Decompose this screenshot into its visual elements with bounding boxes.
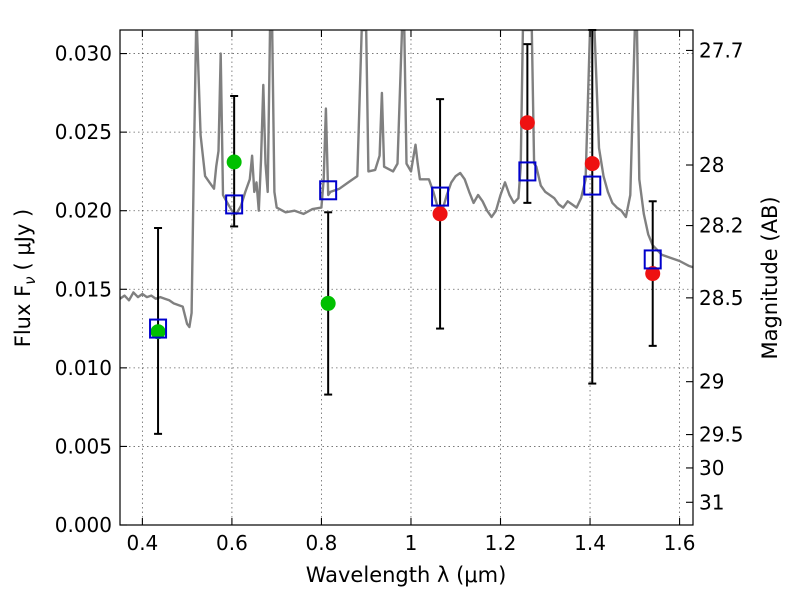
red-data-point [432, 206, 448, 222]
y-tick-label: 0.030 [55, 42, 112, 66]
model-square-point [149, 318, 168, 339]
x-tick-label: 0.4 [126, 531, 158, 555]
y-tick-label: 0.010 [55, 356, 112, 380]
x-tick-label: 1.4 [574, 531, 606, 555]
x-tick-label: 0.8 [306, 531, 338, 555]
y2-tick-label: 27.7 [699, 38, 744, 62]
y-tick-label: 0.000 [55, 513, 112, 537]
model-square-point [583, 175, 602, 196]
model-square-point [225, 194, 244, 215]
y-axis-title-sub: ν [21, 276, 39, 284]
model-square-point [643, 249, 662, 270]
red-data-point [584, 156, 600, 172]
y-tick-label: 0.020 [55, 199, 112, 223]
model-square-point [319, 180, 338, 201]
y2-tick-label: 28.2 [699, 214, 744, 238]
model-square-point [431, 186, 450, 207]
y2-tick-label: 29 [699, 370, 724, 394]
y-axis-title-unit: ( μJy ) [11, 209, 35, 271]
y2-tick-label: 28 [699, 153, 724, 177]
y2-tick-label: 30 [699, 456, 724, 480]
plot-frame [119, 29, 694, 526]
green-data-point [320, 295, 336, 311]
model-square-point [518, 161, 537, 182]
y-axis-title: Flux Fν ( μJy ) [11, 209, 39, 348]
y-tick-label: 0.025 [55, 120, 112, 144]
y-axis-title-main: Flux F [11, 285, 35, 347]
model-spectrum-line [120, 30, 693, 329]
y-tick-label: 0.005 [55, 434, 112, 458]
x-tick-label: 0.6 [216, 531, 248, 555]
plot-area [120, 29, 693, 435]
red-data-point [645, 266, 661, 282]
green-data-point [226, 154, 242, 170]
x-tick-label: 1.6 [664, 531, 696, 555]
red-data-point [519, 115, 535, 131]
y2-tick-label: 31 [699, 490, 724, 514]
x-tick-label: 1.2 [485, 531, 517, 555]
x-tick-label: 1 [405, 531, 418, 555]
green-data-point [150, 324, 166, 340]
y2-tick-label: 29.5 [699, 423, 744, 447]
y2-axis-title: Magnitude (AB) [758, 196, 782, 359]
y-tick-label: 0.015 [55, 277, 112, 301]
y2-tick-label: 28.5 [699, 286, 744, 310]
ticks: 0.4 0.6 0.8 1 1.2 1.4 1.6 0.000 0.005 0.010 0.015 0… [55, 30, 744, 555]
x-axis-title: Wavelength λ (μm) [306, 563, 507, 587]
